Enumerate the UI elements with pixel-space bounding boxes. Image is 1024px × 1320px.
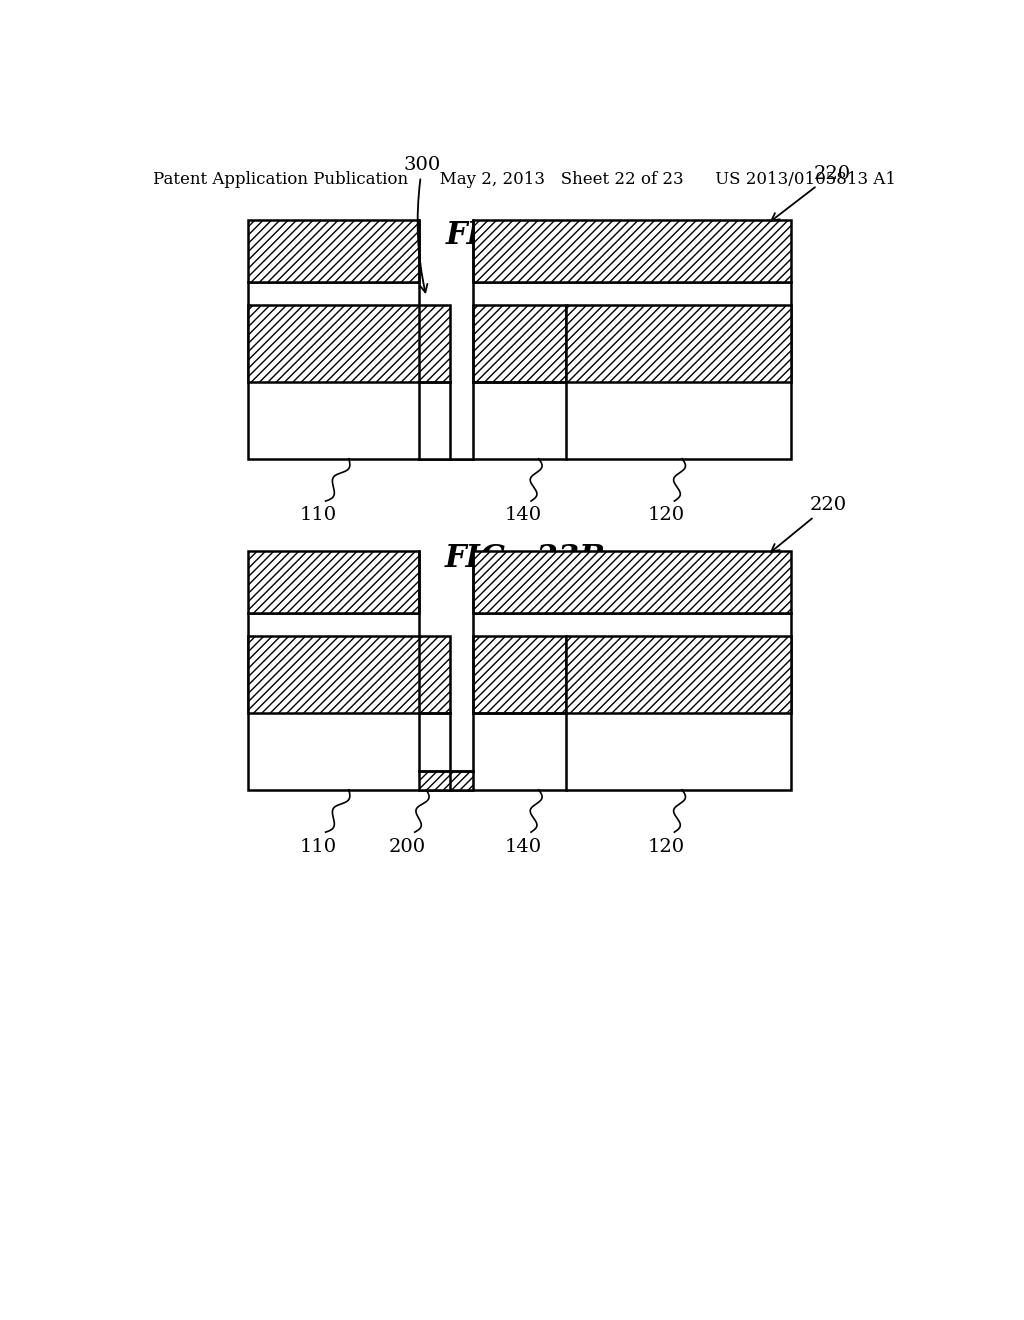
Text: 140: 140 — [505, 838, 542, 855]
Bar — [248, 305, 450, 381]
Text: 120: 120 — [648, 838, 685, 855]
Text: FIG.  23B: FIG. 23B — [444, 544, 605, 574]
Text: 220: 220 — [771, 496, 847, 552]
Text: 200: 200 — [388, 838, 426, 855]
Text: Patent Application Publication      May 2, 2013   Sheet 22 of 23      US 2013/01: Patent Application Publication May 2, 20… — [154, 172, 896, 189]
Bar — [473, 636, 566, 713]
Text: 220: 220 — [771, 165, 851, 220]
Bar — [566, 636, 791, 713]
Text: 110: 110 — [299, 507, 337, 524]
Bar — [248, 552, 419, 612]
Bar — [473, 305, 566, 381]
Bar — [248, 220, 419, 281]
Text: 140: 140 — [505, 507, 542, 524]
Text: FIG.  23A: FIG. 23A — [445, 220, 604, 251]
Text: 300: 300 — [403, 156, 441, 292]
Bar — [248, 281, 791, 459]
Text: 110: 110 — [299, 838, 337, 855]
Bar — [419, 220, 473, 459]
Bar — [419, 771, 473, 789]
Bar — [473, 552, 791, 612]
Bar — [248, 636, 450, 713]
Text: 120: 120 — [648, 507, 685, 524]
Bar — [248, 612, 791, 789]
Bar — [473, 220, 791, 281]
Bar — [566, 305, 791, 381]
Bar — [419, 552, 473, 789]
